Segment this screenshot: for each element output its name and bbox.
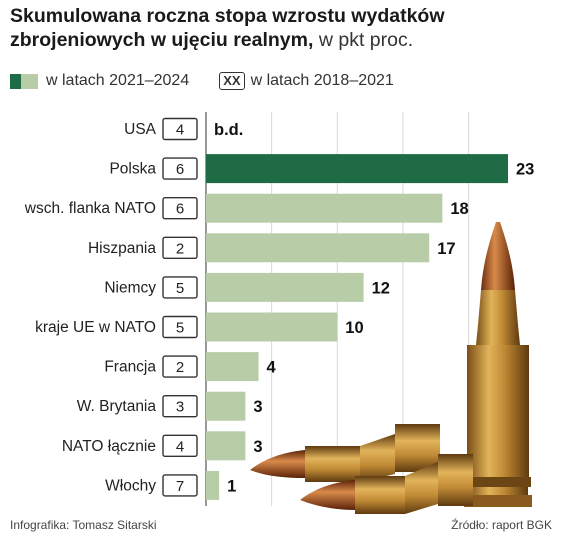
bar bbox=[206, 272, 364, 302]
category-label: kraje UE w NATO bbox=[35, 319, 156, 336]
bar bbox=[206, 470, 220, 500]
data-source: Źródło: raport BGK bbox=[451, 518, 552, 532]
prior-value-box bbox=[162, 355, 198, 378]
legend-item-current: w latach 2021–2024 bbox=[10, 72, 189, 90]
bar bbox=[206, 193, 443, 223]
prior-value-box bbox=[162, 434, 198, 457]
bar bbox=[206, 352, 259, 382]
legend-prior-label: w latach 2018–2021 bbox=[250, 72, 394, 89]
legend-swatch-dark bbox=[10, 73, 21, 89]
value-label: 10 bbox=[345, 319, 363, 337]
prior-value-box bbox=[162, 117, 198, 141]
value-label: 3 bbox=[253, 398, 262, 416]
value-label: b.d. bbox=[214, 121, 243, 139]
category-label: Włochy bbox=[105, 477, 156, 494]
prior-value-box bbox=[162, 157, 198, 180]
legend-item-prior: XX w latach 2018–2021 bbox=[219, 72, 394, 90]
prior-value-box bbox=[162, 315, 198, 339]
category-label: Hiszpania bbox=[88, 240, 156, 257]
prior-value-label: 6 bbox=[176, 201, 184, 218]
category-label: NATO łącznie bbox=[62, 438, 156, 455]
prior-value-label: 6 bbox=[176, 161, 184, 178]
prior-value-box bbox=[162, 196, 198, 220]
prior-value-label: 2 bbox=[176, 240, 184, 257]
title-unit: w pkt proc. bbox=[318, 29, 414, 51]
title-line-1: Skumulowana roczna stopa wzrostu wydatkó… bbox=[10, 5, 445, 27]
prior-value-label: 7 bbox=[176, 478, 184, 495]
legend-prior-marker: XX bbox=[219, 72, 245, 90]
legend-current-label: w latach 2021–2024 bbox=[46, 72, 190, 89]
value-label: 4 bbox=[267, 359, 277, 377]
bullet-lying-lower bbox=[300, 454, 473, 514]
prior-value-label: 5 bbox=[176, 280, 184, 297]
category-label: Niemcy bbox=[104, 279, 156, 296]
prior-value-box bbox=[162, 395, 198, 418]
value-label: 17 bbox=[437, 240, 455, 258]
category-label: wsch. flanka NATO bbox=[24, 200, 156, 217]
legend: w latach 2021–2024 XX w latach 2018–2021 bbox=[10, 68, 424, 94]
value-label: 12 bbox=[372, 279, 390, 297]
value-label: 23 bbox=[516, 161, 534, 179]
bar bbox=[206, 154, 508, 184]
value-label: 18 bbox=[450, 200, 468, 218]
bullet-lying-upper bbox=[250, 424, 440, 482]
legend-swatch-light bbox=[21, 73, 38, 89]
bar bbox=[206, 431, 246, 461]
category-label: Francja bbox=[104, 359, 156, 376]
prior-value-label: 5 bbox=[176, 320, 184, 337]
prior-value-box bbox=[162, 474, 198, 497]
chart-title: Skumulowana roczna stopa wzrostu wydatkó… bbox=[10, 4, 550, 52]
title-line-2: zbrojeniowych w ujęciu realnym, bbox=[10, 29, 314, 51]
bar bbox=[206, 233, 430, 263]
bars bbox=[206, 154, 508, 500]
bullet-upright bbox=[464, 222, 532, 507]
prior-value-box bbox=[162, 276, 198, 299]
prior-value-label: 3 bbox=[176, 399, 184, 416]
value-label: 1 bbox=[227, 477, 236, 495]
bar bbox=[206, 312, 338, 342]
category-label: USA bbox=[124, 121, 157, 138]
category-label: Polska bbox=[109, 161, 156, 178]
prior-value-label: 2 bbox=[176, 359, 184, 376]
category-label: W. Brytania bbox=[77, 398, 157, 415]
prior-value-box bbox=[162, 236, 198, 260]
infographic-credit: Infografika: Tomasz Sitarski bbox=[10, 518, 157, 532]
bar bbox=[206, 391, 246, 421]
prior-value-label: 4 bbox=[176, 122, 184, 139]
bullet-illustration bbox=[250, 222, 532, 514]
value-label: 3 bbox=[253, 438, 262, 456]
prior-value-label: 4 bbox=[176, 438, 184, 455]
